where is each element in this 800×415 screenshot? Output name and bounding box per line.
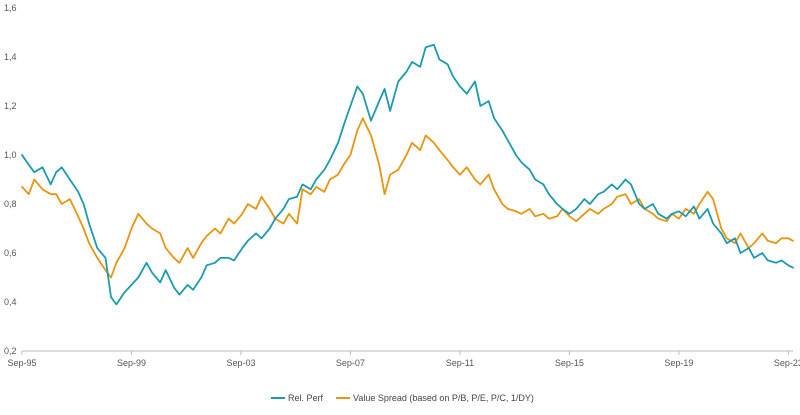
legend-label: Value Spread (based on P/B, P/E, P/C, 1/… bbox=[353, 393, 534, 403]
y-tick-label: 0,6 bbox=[4, 248, 17, 258]
x-axis: Sep-95 Sep-99 Sep-03 Sep-07 Sep-11 Sep-15 Sep-… bbox=[7, 350, 800, 368]
y-tick-label: 0,2 bbox=[4, 346, 17, 356]
x-tick-label: Sep-19 bbox=[664, 358, 693, 368]
x-tick-label: Sep-99 bbox=[117, 358, 146, 368]
x-tick-label: Sep-95 bbox=[7, 358, 36, 368]
y-axis: 0,2 0,4 0,6 0,8 1,0 1,2 1,4 1,6 bbox=[4, 3, 17, 356]
x-tick-label: Sep-23 bbox=[774, 358, 800, 368]
series-lines bbox=[21, 43, 794, 306]
x-tick-label: Sep-15 bbox=[555, 358, 584, 368]
legend: Rel. Perf Value Spread (based on P/B, P/E… bbox=[271, 393, 534, 403]
y-tick-label: 1,2 bbox=[4, 101, 17, 111]
y-tick-label: 0,8 bbox=[4, 199, 17, 209]
legend-label: Rel. Perf bbox=[288, 393, 324, 403]
x-tick-label: Sep-03 bbox=[226, 358, 255, 368]
series-line-value-spread bbox=[21, 117, 794, 279]
y-tick-label: 1,0 bbox=[4, 150, 17, 160]
y-tick-label: 1,6 bbox=[4, 3, 17, 13]
y-tick-label: 0,4 bbox=[4, 297, 17, 307]
x-tick-label: Sep-11 bbox=[446, 358, 474, 368]
x-tick-label: Sep-07 bbox=[336, 358, 365, 368]
y-tick-label: 1,4 bbox=[4, 52, 17, 62]
series-line-rel-perf bbox=[21, 43, 794, 306]
